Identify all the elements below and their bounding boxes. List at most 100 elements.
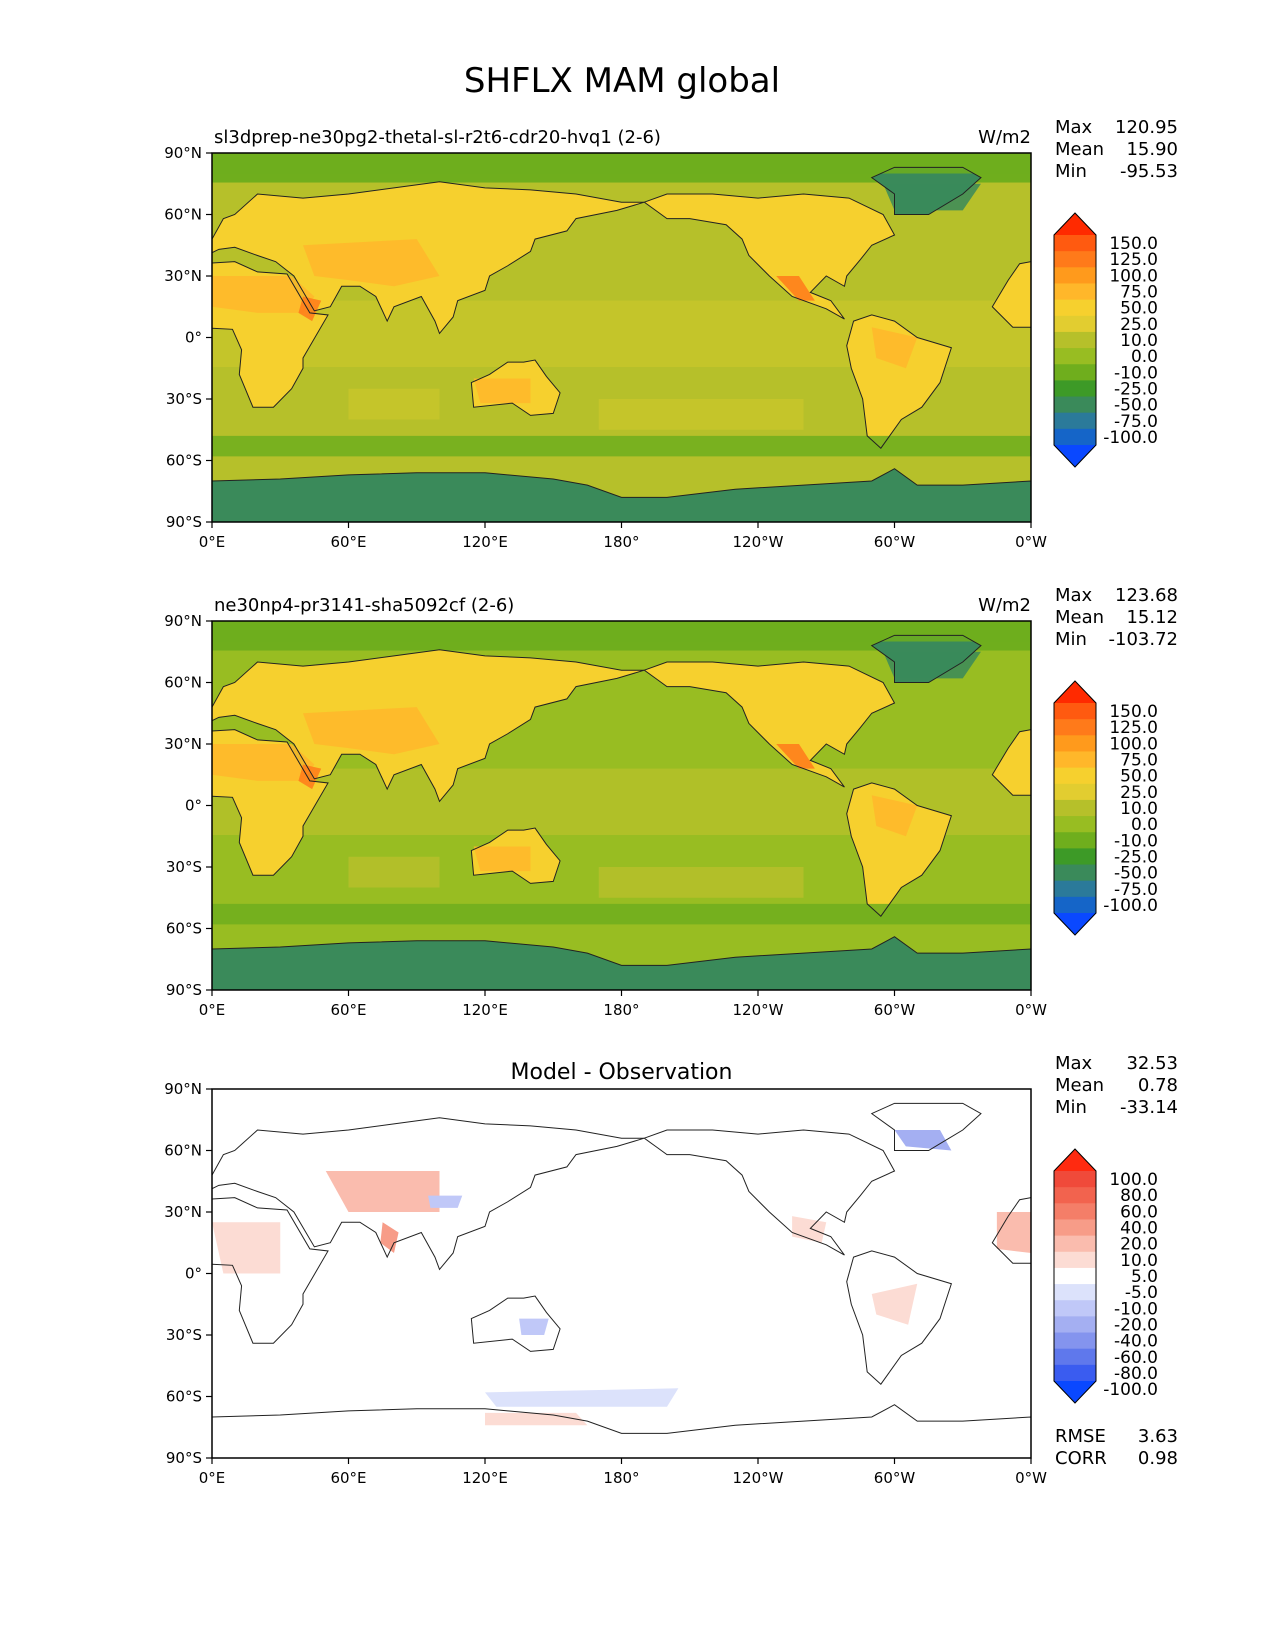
y-tick-label: 0° [185,329,202,347]
stat-label-max: Max [1055,585,1093,606]
colorbar-tick-label: 150.0 [1109,234,1158,254]
metric-value-corr: 0.98 [1138,1448,1178,1469]
colorbar-segment [1054,251,1096,268]
contour-region [212,625,1031,642]
coastline-samerica [846,1250,953,1385]
land-fill-antarctica [212,936,1031,990]
x-tick-label: 120°W [733,1001,784,1019]
colorbar-segment [1054,896,1096,914]
stat-value-mean: 0.78 [1138,1075,1178,1096]
coastline-eurasia [212,649,645,803]
colorbar-tick-label: -10.0 [1114,363,1158,383]
colorbar: 150.0125.0100.075.050.025.010.00.0-10.0-… [1053,212,1158,468]
stat-value-max: 32.53 [1126,1053,1178,1074]
contour-region [212,744,315,781]
colorbar-segment [1054,1284,1096,1301]
stat-label-mean: Mean [1055,1075,1104,1096]
y-tick-label: 60°S [166,1388,202,1406]
colorbar-segment [1054,1267,1096,1285]
map-panel-2: ne30np4-pr3141-sha5092cf (2-6) W/m2 0°E 60°… [164,585,1178,1019]
colorbar-tick-label: -80.0 [1114,1364,1158,1384]
x-tick-label: 120°E [462,1469,508,1487]
stat-value-max: 120.95 [1115,117,1178,138]
colorbar-segment [1054,767,1096,785]
colorbar-extend-top [1054,681,1096,703]
stat-label-min: Min [1055,161,1087,182]
difference-region [519,1318,549,1335]
colorbar-segment [1054,299,1096,317]
coastline-australia [470,359,561,416]
y-tick-label: 30°S [166,858,202,876]
colorbar-tick-label: -25.0 [1114,847,1158,867]
colorbar-tick-label: 10.0 [1120,1251,1158,1271]
y-tick-label: 90°N [164,1080,202,1098]
land-fill-eurasia [212,181,645,334]
y-tick-label: 90°N [164,612,202,630]
x-tick-label: 180° [603,1469,639,1487]
colorbar-segment [1054,1187,1096,1204]
coastline-australia [470,1295,561,1352]
y-tick-label: 30°N [164,735,202,753]
colorbar-segment [1054,412,1096,430]
colorbar-segment [1054,267,1096,284]
coastline-greenland [870,166,982,215]
colorbar-tick-label: 75.0 [1120,283,1158,303]
coastline-antarctica [212,1404,1031,1458]
colorbar-segment [1054,703,1096,720]
difference-region [380,1222,399,1253]
colorbar-tick-label: 60.0 [1120,1202,1158,1222]
y-tick-label: 0° [185,1265,202,1283]
contour-region [883,651,981,679]
x-tick-label: 60°E [330,533,366,551]
colorbar-tick-label: 150.0 [1109,702,1158,722]
colorbar-segment [1054,799,1096,817]
coastline-antarctica [212,468,1031,522]
panel-units: W/m2 [978,595,1031,616]
colorbar-segment [1054,331,1096,349]
coastline-antarctica [212,936,1031,990]
x-tick-label: 120°W [733,1469,784,1487]
stat-label-min: Min [1055,1097,1087,1118]
y-tick-label: 90°S [166,981,202,999]
colorbar-segment [1054,1316,1096,1334]
map-panel-1: sl3dprep-ne30pg2-thetal-sl-r2t6-cdr20-hv… [164,117,1178,551]
x-tick-label: 120°E [462,533,508,551]
colorbar-segment [1054,283,1096,301]
stat-value-max: 123.68 [1115,585,1178,606]
y-tick-label: 60°S [166,920,202,938]
colorbar-tick-label: 10.0 [1120,799,1158,819]
contour-region [212,276,315,313]
contour-region [883,183,981,211]
y-tick-label: 60°S [166,452,202,470]
colorbar-tick-label: -75.0 [1114,412,1158,432]
colorbar-segment [1054,1235,1096,1253]
colorbar-tick-label: 125.0 [1109,718,1158,738]
colorbar-tick-label: -40.0 [1114,1332,1158,1352]
colorbar-tick-label: 80.0 [1120,1186,1158,1206]
colorbar-tick-label: -25.0 [1114,379,1158,399]
colorbar: 100.080.060.040.020.010.05.0-5.0-10.0-20… [1053,1148,1158,1404]
contour-region [473,378,531,404]
colorbar-outline [1053,680,1097,936]
colorbar-extend-top [1054,1149,1096,1171]
coastline-africa_west [991,261,1031,328]
y-tick-label: 30°N [164,1203,202,1221]
colorbar-outline [1053,1148,1097,1404]
difference-region [212,1222,281,1274]
colorbar-tick-label: -20.0 [1114,1315,1158,1335]
colorbar-extend-top [1054,213,1096,235]
x-tick-label: 120°W [733,533,784,551]
coastline-eurasia [212,181,645,335]
colorbar-segment [1054,1203,1096,1220]
x-tick-label: 0°E [199,1001,226,1019]
x-tick-label: 0°E [199,1469,226,1487]
coastline-australia [470,827,561,884]
coastline-namerica [643,193,896,320]
colorbar-tick-label: 10.0 [1120,331,1158,351]
coastline-africa [212,1197,329,1344]
stat-label-mean: Mean [1055,607,1104,628]
land-fill-samerica [846,314,952,449]
map-field [212,153,1031,522]
y-tick-label: 60°N [164,674,202,692]
y-tick-label: 60°N [164,1142,202,1160]
